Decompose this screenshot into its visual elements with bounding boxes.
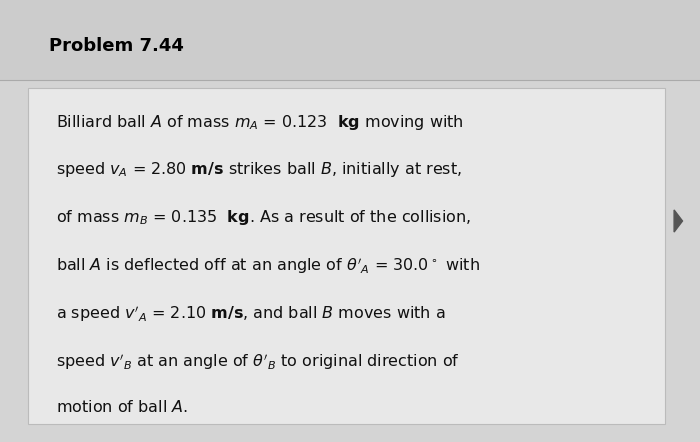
Text: Billiard ball $\mathit{A}$ of mass $m_A$ = 0.123  $\bf{kg}$ moving with: Billiard ball $\mathit{A}$ of mass $m_A$… [56,113,464,132]
Text: speed $v'_B$ at an angle of $\theta'_B$ to original direction of: speed $v'_B$ at an angle of $\theta'_B$ … [56,351,460,372]
Text: ball $\mathit{A}$ is deflected off at an angle of $\theta'_A$ = 30.0$^\circ$ wit: ball $\mathit{A}$ is deflected off at an… [56,256,480,276]
Text: Problem 7.44: Problem 7.44 [49,38,184,55]
Text: of mass $m_B$ = 0.135  $\bf{kg}$. As a result of the collision,: of mass $m_B$ = 0.135 $\bf{kg}$. As a re… [56,208,471,227]
Text: speed $v_A$ = 2.80 $\bf{m/s}$ strikes ball $\mathit{B}$, initially at rest,: speed $v_A$ = 2.80 $\bf{m/s}$ strikes ba… [56,160,462,179]
Text: motion of ball $\mathit{A}$.: motion of ball $\mathit{A}$. [56,399,188,415]
FancyBboxPatch shape [0,0,700,80]
Text: a speed $v'_A$ = 2.10 $\bf{m/s}$, and ball $\mathit{B}$ moves with a: a speed $v'_A$ = 2.10 $\bf{m/s}$, and ba… [56,304,445,324]
Polygon shape [674,210,682,232]
FancyBboxPatch shape [28,88,665,424]
